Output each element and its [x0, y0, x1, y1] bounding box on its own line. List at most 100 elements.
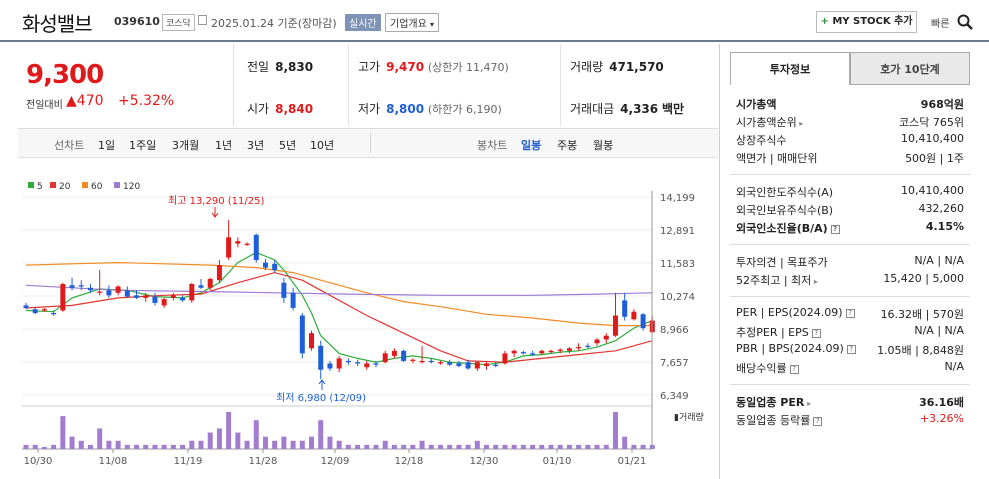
volume-bar	[60, 416, 66, 449]
volume-bar	[281, 436, 287, 449]
period-tab[interactable]: 1주일	[129, 139, 157, 152]
period-tab[interactable]: 5년	[279, 139, 297, 152]
volume-bar	[78, 440, 84, 449]
realtime-button[interactable]: 실시간	[345, 14, 381, 31]
tab-order-book[interactable]: 호가 10단계	[850, 52, 970, 85]
legend-label: 5	[37, 182, 43, 192]
candle-body	[603, 335, 609, 340]
help-icon[interactable]: ?	[845, 308, 855, 318]
my-stock-add-button[interactable]: + MY STOCK 추가	[816, 11, 917, 33]
candle-body	[115, 286, 121, 293]
info-value: 36.16배	[919, 396, 964, 409]
volume-bar	[419, 440, 425, 449]
volume-bar	[207, 432, 213, 449]
help-icon[interactable]: ?	[846, 344, 856, 354]
info-value: 4.15%	[925, 220, 964, 233]
y-tick-label: 11,583	[660, 259, 695, 270]
row-divider	[730, 244, 970, 245]
weekly-candle-tab[interactable]: 주봉	[557, 139, 578, 152]
candle-body	[456, 363, 462, 366]
volume-bar	[226, 412, 232, 449]
volume-bar	[32, 444, 38, 449]
arrow-right-icon[interactable]: ▸	[804, 399, 812, 408]
candle-body	[272, 263, 278, 271]
candle-body	[484, 363, 490, 366]
info-value: +3.26%	[919, 412, 964, 425]
x-tick-label: 12/30	[470, 456, 499, 467]
arrow-right-icon[interactable]: ▸	[811, 277, 818, 286]
x-tick-label: 11/08	[99, 456, 128, 467]
volume-bar	[391, 444, 397, 449]
candle-body	[69, 285, 75, 288]
period-tab[interactable]: 1년	[215, 139, 233, 152]
candle-body	[474, 362, 480, 369]
legend-label: 120	[123, 182, 140, 192]
volume-bar	[539, 444, 545, 449]
x-tick-label: 12/09	[321, 456, 350, 467]
candle-body	[189, 283, 195, 301]
x-tick-label: 10/30	[24, 456, 53, 467]
volume-bar	[124, 444, 130, 449]
period-tab[interactable]: 3년	[247, 139, 265, 152]
info-value: 500원 | 1주	[905, 152, 964, 165]
volume-bar	[520, 444, 526, 449]
help-icon[interactable]: ?	[813, 416, 823, 426]
volume-bar	[456, 444, 462, 449]
daily-candle-tab[interactable]: 일봉	[521, 139, 542, 152]
ma-line-5	[25, 251, 653, 366]
period-tab[interactable]: 3개월	[172, 139, 200, 152]
info-tabs: 투자정보 호가 10단계	[730, 52, 970, 85]
candle-body	[152, 296, 158, 303]
candle-body	[437, 362, 443, 364]
low-annotation: 최저 6,980 (12/09)	[276, 392, 366, 404]
volume-bar	[585, 444, 591, 449]
info-value: 15,420 | 5,000	[883, 272, 964, 285]
help-icon[interactable]: ?	[789, 364, 799, 374]
volume-bar	[318, 420, 324, 449]
help-icon[interactable]: ?	[830, 224, 840, 234]
period-tab[interactable]: 10년	[310, 139, 335, 152]
price-chart[interactable]: 5 20 60 120 ▮거래량 최고 13,290 (11/25) 최저 6,980 …	[0, 160, 718, 479]
open-price: 시가 8,840	[247, 102, 314, 116]
chevron-down-icon: ▾	[430, 20, 435, 29]
volume-bar	[115, 440, 121, 449]
arrow-right-icon[interactable]: ▸	[796, 119, 804, 128]
help-icon[interactable]: ?	[811, 328, 821, 338]
candle-body	[51, 313, 57, 315]
legend-swatch	[114, 182, 120, 188]
corp-overview-select[interactable]: 기업개요 ▾	[385, 13, 440, 32]
y-tick-label: 7,657	[660, 358, 689, 369]
candle-body	[244, 243, 250, 245]
volume-bar	[603, 444, 609, 449]
candle-body	[235, 241, 241, 244]
row-divider	[730, 174, 970, 175]
info-label: 상장주식수	[736, 134, 787, 147]
quote-date: 2025.01.24 기준(장마감)	[211, 17, 337, 30]
volume-bar	[253, 420, 259, 449]
period-tab[interactable]: 1일	[98, 139, 116, 152]
info-label: 외국인보유주식수(B)	[736, 204, 834, 217]
candle-body	[548, 350, 554, 353]
volume-bar	[622, 436, 628, 449]
candle-body	[262, 262, 268, 268]
volume-bar	[640, 444, 646, 449]
x-tick-label: 11/19	[174, 456, 203, 467]
monthly-candle-tab[interactable]: 월봉	[593, 139, 614, 152]
info-label: 추정PER | EPS?	[736, 324, 821, 340]
tab-investment-info[interactable]: 투자정보	[730, 52, 850, 85]
candle-body	[207, 278, 213, 288]
y-tick-label: 10,274	[660, 292, 695, 303]
candle-body	[493, 364, 499, 366]
volume-bar	[87, 444, 93, 449]
panel-divider	[719, 44, 720, 479]
volume-bar	[23, 444, 29, 449]
candle-body	[143, 295, 149, 298]
y-tick-label: 6,349	[660, 391, 689, 402]
info-value: 코스닥 765위	[899, 116, 964, 129]
info-label: 외국인한도주식수(A)	[736, 186, 834, 199]
volume-bar	[97, 428, 103, 449]
volume-bar	[189, 440, 195, 449]
volume-bar	[235, 432, 241, 449]
candle-body	[23, 305, 29, 308]
search-icon[interactable]	[956, 13, 974, 31]
